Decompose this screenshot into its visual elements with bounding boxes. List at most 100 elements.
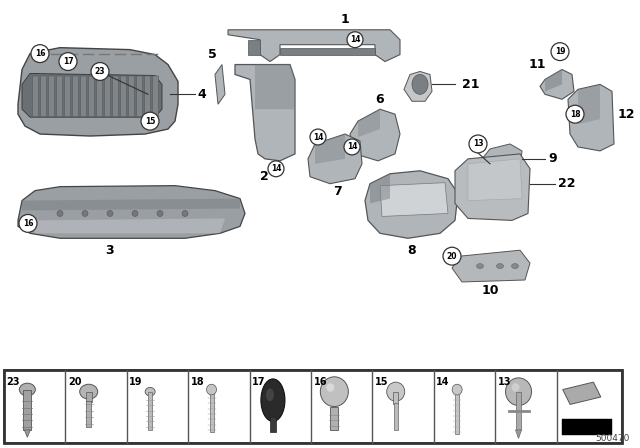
- Polygon shape: [482, 144, 522, 176]
- Circle shape: [107, 211, 113, 216]
- Circle shape: [310, 129, 326, 145]
- FancyBboxPatch shape: [209, 390, 214, 432]
- Circle shape: [387, 382, 404, 401]
- Polygon shape: [380, 183, 448, 216]
- Text: 6: 6: [376, 93, 384, 106]
- Text: 22: 22: [558, 177, 575, 190]
- Polygon shape: [452, 250, 530, 282]
- Circle shape: [31, 45, 49, 63]
- Polygon shape: [516, 430, 522, 439]
- Polygon shape: [22, 73, 162, 117]
- Text: 17: 17: [63, 57, 74, 66]
- FancyBboxPatch shape: [561, 419, 612, 435]
- Text: 500470: 500470: [596, 434, 630, 443]
- Text: 7: 7: [333, 185, 342, 198]
- Polygon shape: [30, 219, 225, 233]
- FancyBboxPatch shape: [455, 390, 459, 434]
- Polygon shape: [578, 84, 600, 124]
- Text: 20: 20: [68, 377, 81, 387]
- Text: 16: 16: [35, 49, 45, 58]
- Polygon shape: [563, 382, 601, 405]
- FancyBboxPatch shape: [330, 407, 339, 430]
- Circle shape: [551, 43, 569, 60]
- Polygon shape: [468, 159, 522, 201]
- Circle shape: [91, 63, 109, 81]
- Circle shape: [443, 247, 461, 265]
- Text: 19: 19: [555, 47, 565, 56]
- FancyBboxPatch shape: [40, 76, 47, 116]
- Ellipse shape: [477, 263, 483, 268]
- FancyBboxPatch shape: [86, 392, 92, 402]
- Circle shape: [326, 383, 334, 392]
- Text: 14: 14: [436, 377, 450, 387]
- Text: 4: 4: [198, 88, 206, 101]
- Polygon shape: [350, 109, 400, 161]
- Text: 12: 12: [618, 108, 636, 121]
- FancyBboxPatch shape: [4, 370, 622, 443]
- FancyBboxPatch shape: [81, 76, 86, 116]
- Circle shape: [19, 215, 37, 233]
- Text: 14: 14: [347, 142, 357, 151]
- Circle shape: [566, 105, 584, 123]
- Text: 13: 13: [498, 377, 511, 387]
- Polygon shape: [404, 72, 432, 101]
- FancyBboxPatch shape: [120, 76, 127, 116]
- Ellipse shape: [266, 388, 274, 401]
- FancyBboxPatch shape: [56, 76, 63, 116]
- Circle shape: [469, 135, 487, 153]
- Polygon shape: [235, 65, 295, 161]
- Polygon shape: [280, 47, 375, 55]
- Text: 15: 15: [145, 116, 155, 125]
- Circle shape: [57, 211, 63, 216]
- FancyBboxPatch shape: [129, 76, 134, 116]
- Circle shape: [511, 383, 520, 392]
- Text: 17: 17: [252, 377, 266, 387]
- Text: 18: 18: [191, 377, 204, 387]
- Circle shape: [452, 384, 462, 395]
- Polygon shape: [308, 134, 362, 184]
- Text: 13: 13: [473, 139, 483, 148]
- FancyBboxPatch shape: [33, 76, 38, 116]
- Text: 20: 20: [447, 252, 457, 261]
- FancyBboxPatch shape: [72, 76, 79, 116]
- Circle shape: [321, 377, 348, 407]
- Polygon shape: [228, 30, 400, 61]
- FancyBboxPatch shape: [113, 76, 118, 116]
- Text: 14: 14: [349, 35, 360, 44]
- Polygon shape: [255, 65, 295, 109]
- Circle shape: [268, 161, 284, 177]
- FancyBboxPatch shape: [49, 76, 54, 116]
- Text: 19: 19: [129, 377, 143, 387]
- Circle shape: [344, 139, 360, 155]
- Text: 11: 11: [528, 58, 546, 71]
- Circle shape: [207, 384, 216, 395]
- Polygon shape: [358, 109, 380, 137]
- FancyBboxPatch shape: [148, 392, 152, 430]
- Polygon shape: [315, 134, 345, 164]
- Text: 1: 1: [340, 13, 349, 26]
- FancyBboxPatch shape: [394, 403, 397, 430]
- Polygon shape: [455, 154, 530, 220]
- Polygon shape: [24, 430, 30, 437]
- Ellipse shape: [145, 388, 155, 396]
- Circle shape: [59, 52, 77, 70]
- Polygon shape: [215, 65, 225, 104]
- Text: 10: 10: [481, 284, 499, 297]
- Circle shape: [506, 378, 532, 405]
- Circle shape: [141, 112, 159, 130]
- Polygon shape: [22, 198, 240, 211]
- Text: 8: 8: [408, 244, 416, 257]
- Text: 14: 14: [271, 164, 281, 173]
- Text: 23: 23: [6, 377, 20, 387]
- Polygon shape: [18, 185, 245, 238]
- Ellipse shape: [261, 379, 285, 422]
- FancyBboxPatch shape: [516, 392, 521, 430]
- Circle shape: [157, 211, 163, 216]
- Text: 9: 9: [548, 152, 557, 165]
- Circle shape: [182, 211, 188, 216]
- Text: 21: 21: [462, 78, 479, 91]
- FancyBboxPatch shape: [104, 76, 111, 116]
- Text: 2: 2: [260, 170, 269, 183]
- Polygon shape: [370, 174, 390, 203]
- Circle shape: [347, 32, 363, 47]
